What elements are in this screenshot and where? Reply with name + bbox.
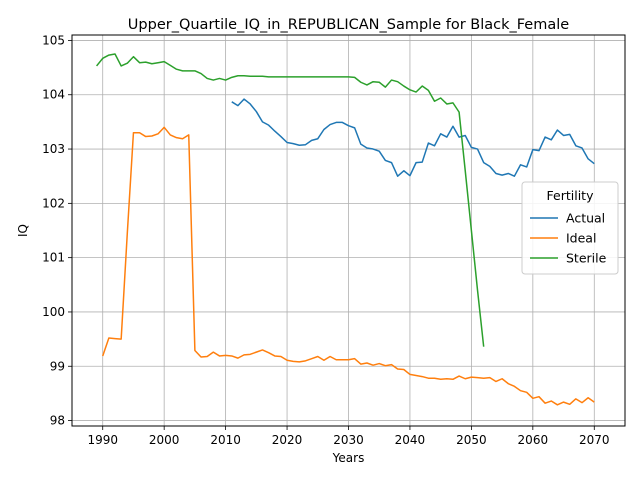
y-tick-label: 103 bbox=[42, 142, 65, 156]
x-tick-label: 2060 bbox=[518, 433, 549, 447]
x-tick-label: 2020 bbox=[272, 433, 303, 447]
legend-label-ideal: Ideal bbox=[566, 231, 596, 246]
x-tick-label: 2010 bbox=[210, 433, 241, 447]
legend-label-sterile: Sterile bbox=[566, 251, 607, 266]
x-tick-label: 1990 bbox=[87, 433, 118, 447]
legend-box bbox=[521, 181, 619, 275]
series-line-ideal bbox=[102, 126, 595, 406]
y-tick-label: 102 bbox=[42, 196, 65, 210]
grid-lines bbox=[72, 35, 625, 426]
series-line-actual bbox=[231, 98, 595, 177]
legend: Fertility Actual Ideal Sterile bbox=[521, 181, 619, 275]
y-tick-label: 101 bbox=[42, 251, 65, 265]
legend-label-actual: Actual bbox=[566, 211, 605, 226]
series-line-sterile bbox=[95, 53, 485, 347]
y-axis-label: IQ bbox=[16, 224, 30, 237]
series-layer bbox=[95, 53, 595, 406]
y-tick-label: 105 bbox=[42, 33, 65, 47]
x-axis: 1990 2000 2010 2020 2030 2040 2050 2060 2070 bbox=[87, 426, 610, 447]
y-tick-label: 99 bbox=[50, 359, 65, 373]
chart-title: Upper_Quartile_IQ_in_REPUBLICAN_Sample f… bbox=[128, 17, 569, 33]
y-axis: 98 99 100 101 102 103 104 105 bbox=[42, 33, 72, 428]
legend-title: Fertility bbox=[547, 188, 595, 203]
y-tick-label: 100 bbox=[42, 305, 65, 319]
y-tick-label: 104 bbox=[42, 88, 65, 102]
x-tick-label: 2030 bbox=[333, 433, 364, 447]
x-tick-label: 2050 bbox=[456, 433, 487, 447]
x-tick-label: 2070 bbox=[579, 433, 610, 447]
x-tick-label: 2040 bbox=[395, 433, 426, 447]
y-tick-label: 98 bbox=[50, 414, 65, 428]
x-axis-label: Years bbox=[332, 451, 365, 465]
x-tick-label: 2000 bbox=[149, 433, 180, 447]
